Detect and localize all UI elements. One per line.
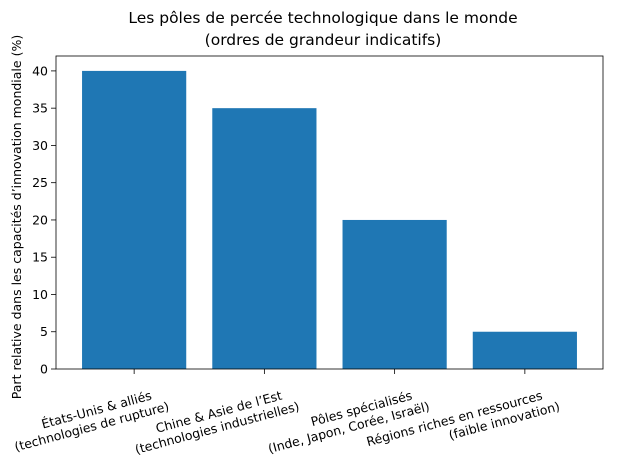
chart-title-line-1: Les pôles de percée technologique dans l… (128, 9, 517, 27)
bar-4 (472, 331, 577, 369)
y-tick-label: 0 (40, 362, 48, 377)
y-tick-label: 15 (32, 250, 48, 265)
y-tick-label: 35 (32, 101, 48, 116)
axes-frame (55, 55, 604, 370)
y-tick-label: 30 (32, 138, 48, 153)
y-tick-label: 40 (32, 63, 48, 78)
bar-1 (82, 70, 187, 370)
bar-3 (342, 219, 447, 369)
chart-title-line-2: (ordres de grandeur indicatifs) (205, 31, 442, 49)
y-tick-label: 5 (40, 324, 48, 339)
y-tick-label: 25 (32, 175, 48, 190)
chart-title: Les pôles de percée technologique dans l… (128, 9, 517, 49)
x-tick-label: Pôles spécialisés(Inde, Japon, Corée, Is… (263, 384, 432, 456)
y-tick-label: 20 (32, 212, 48, 227)
y-axis-label: Part relative dans les capacités d’innov… (9, 35, 24, 399)
bar-2 (212, 108, 317, 370)
y-tick-label: 10 (32, 287, 48, 302)
